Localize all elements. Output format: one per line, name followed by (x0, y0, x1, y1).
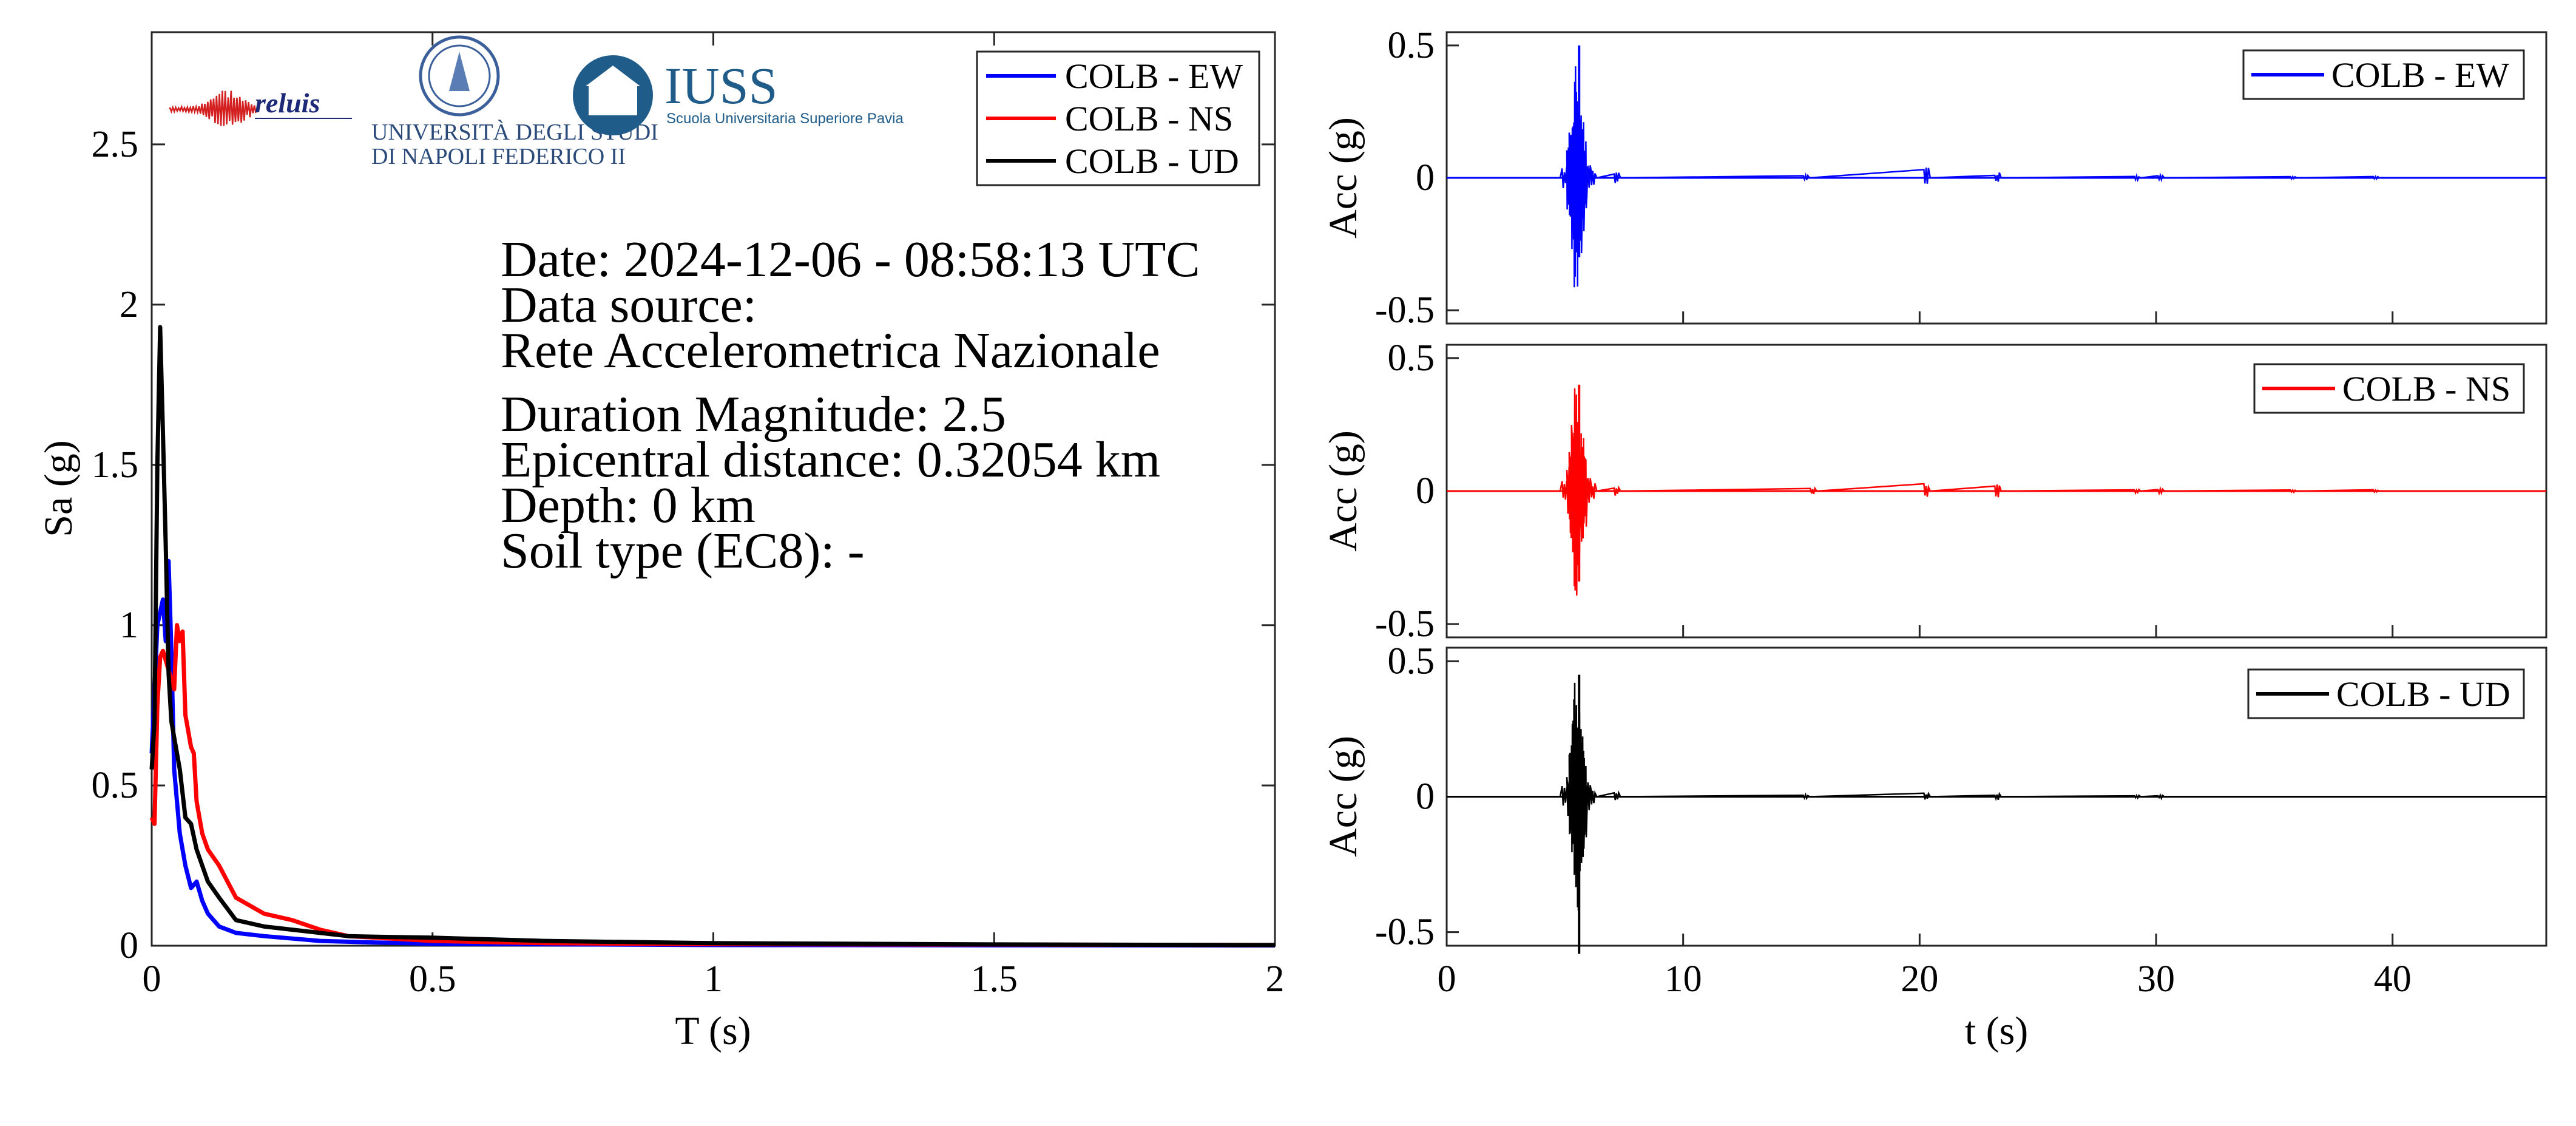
acc-xlabel: t (s) (1965, 1009, 2028, 1053)
spectrum-series (149, 325, 1276, 948)
acc-waveform (1559, 682, 2165, 911)
acc-ud-legend-label: COLB - UD (2336, 674, 2510, 714)
info-date: Date: 2024-12-06 - 08:58:13 UTC (501, 231, 1200, 288)
spectrum-line-ud (149, 325, 1276, 948)
acc-ns-ticks: -0.5 0 0.5 (1375, 337, 2394, 645)
acc-chart-ew: -0.5 0 0.5 Acc (g) COLB - EW (1321, 25, 2547, 331)
iuss-roof-icon (586, 66, 640, 86)
info-depth: Depth: 0 km (501, 477, 756, 534)
reluis-logo-text: reluis (255, 87, 320, 118)
acc-ew-legend: COLB - EW (2242, 49, 2525, 100)
reluis-wave-path (169, 90, 257, 126)
spectrum-chart: 0 0.5 1 1.5 2 0 0.5 1 1.5 2 2.5 T (s) Sa (g) relui… (36, 31, 1285, 1053)
iuss-logo-title: IUSS (664, 56, 777, 115)
spectrum-ytick-label: 1.5 (92, 444, 139, 486)
spectrum-ticks: 0 0.5 1 1.5 2 0 0.5 1 1.5 2 2.5 (92, 32, 1285, 1000)
iuss-logo-subtitle: Scuola Universitaria Superiore Pavia (666, 110, 904, 127)
legend-label-ew: COLB - EW (1065, 56, 1243, 96)
spectrum-xtick-label: 1 (704, 958, 723, 1000)
iuss-logo: IUSS Scuola Universitaria Superiore Pavi… (573, 55, 904, 135)
acc-chart-ud: -0.500.50 10 20 30 40 Acc (g) t (s) COLB - U… (1321, 640, 2547, 1053)
acc-ew-ticks: -0.5 0 0.5 (1375, 25, 2394, 331)
acc-ytick-label: -0.5 (1375, 912, 1435, 953)
acc-ns-legend-label: COLB - NS (2342, 369, 2510, 409)
spectrum-ytick-label: 0.5 (92, 765, 139, 806)
acc-ud-trace (1447, 674, 2546, 954)
acc-ytick-label: -0.5 (1375, 603, 1435, 645)
acc-xtick-label: 30 (2137, 958, 2175, 1000)
info-source-value: Rete Accelerometrica Nazionale (501, 322, 1160, 379)
info-source-label: Data source: (501, 277, 757, 333)
acc-chart-ns: -0.5 0 0.5 Acc (g) COLB - NS (1321, 337, 2547, 645)
acc-ytick-label: 0.5 (1388, 337, 1435, 379)
acc-ytick-label: 0.5 (1388, 640, 1435, 682)
spectrum-ytick-label: 2.5 (92, 124, 139, 165)
acc-ud-legend: COLB - UD (2247, 668, 2525, 719)
spectrum-ylabel: Sa (g) (36, 440, 81, 537)
info-magnitude: Duration Magnitude: 2.5 (501, 386, 1006, 443)
acc-waveform (1559, 66, 2380, 288)
event-info: Date: 2024-12-06 - 08:58:13 UTC Data sou… (501, 231, 1200, 579)
acc-xtick-label: 0 (1438, 958, 1456, 1000)
spectrum-xlabel: T (s) (675, 1009, 751, 1053)
legend-label-ud: COLB - UD (1065, 141, 1239, 181)
spectrum-ytick-label: 2 (120, 284, 138, 325)
info-soil: Soil type (EC8): - (501, 523, 865, 579)
unina-logo-line2: DI NAPOLI FEDERICO II (371, 144, 626, 169)
spectrum-ytick-label: 1 (120, 605, 138, 646)
spectrum-xtick-label: 0.5 (409, 958, 456, 1000)
acc-ew-legend-label: COLB - EW (2331, 55, 2509, 95)
acc-waveform (1559, 388, 2380, 596)
acc-ytick-label: -0.5 (1375, 290, 1435, 331)
spectrum-ytick-label: 0 (120, 925, 138, 966)
acc-ns-legend: COLB - NS (2253, 363, 2525, 414)
acc-ytick-label: 0 (1416, 776, 1435, 818)
acc-ns-trace (1447, 384, 2546, 596)
spectrum-xtick-label: 2 (1266, 958, 1285, 1000)
acc-xtick-label: 40 (2374, 958, 2412, 1000)
spectrum-legend: COLB - EW COLB - NS COLB - UD (976, 50, 1260, 186)
acc-ytick-label: 0.5 (1388, 25, 1435, 66)
acc-ew-ylabel: Acc (g) (1321, 117, 1365, 239)
acc-ns-ylabel: Acc (g) (1321, 430, 1365, 552)
iuss-building-icon (589, 85, 637, 115)
unina-seal-figure-icon (449, 52, 470, 91)
acc-ud-ticks: -0.500.50 10 20 30 40 (1375, 640, 2412, 1000)
acc-ud-ylabel: Acc (g) (1321, 736, 1365, 857)
acc-ytick-label: 0 (1416, 157, 1435, 198)
acc-xtick-label: 10 (1665, 958, 1702, 1000)
spectrum-xtick-label: 1.5 (971, 958, 1018, 1000)
spectrum-xtick-label: 0 (143, 958, 161, 1000)
info-distance: Epicentral distance: 0.32054 km (501, 432, 1160, 488)
unina-seal-inner-icon (428, 44, 491, 107)
acc-xtick-label: 20 (1901, 958, 1938, 1000)
reluis-seismogram-icon (169, 90, 352, 126)
legend-label-ns: COLB - NS (1065, 99, 1233, 138)
acc-ytick-label: 0 (1416, 470, 1435, 512)
unina-seal-icon (419, 35, 500, 117)
reluis-logo: reluis (169, 87, 352, 126)
acc-ew-trace (1447, 45, 2546, 288)
